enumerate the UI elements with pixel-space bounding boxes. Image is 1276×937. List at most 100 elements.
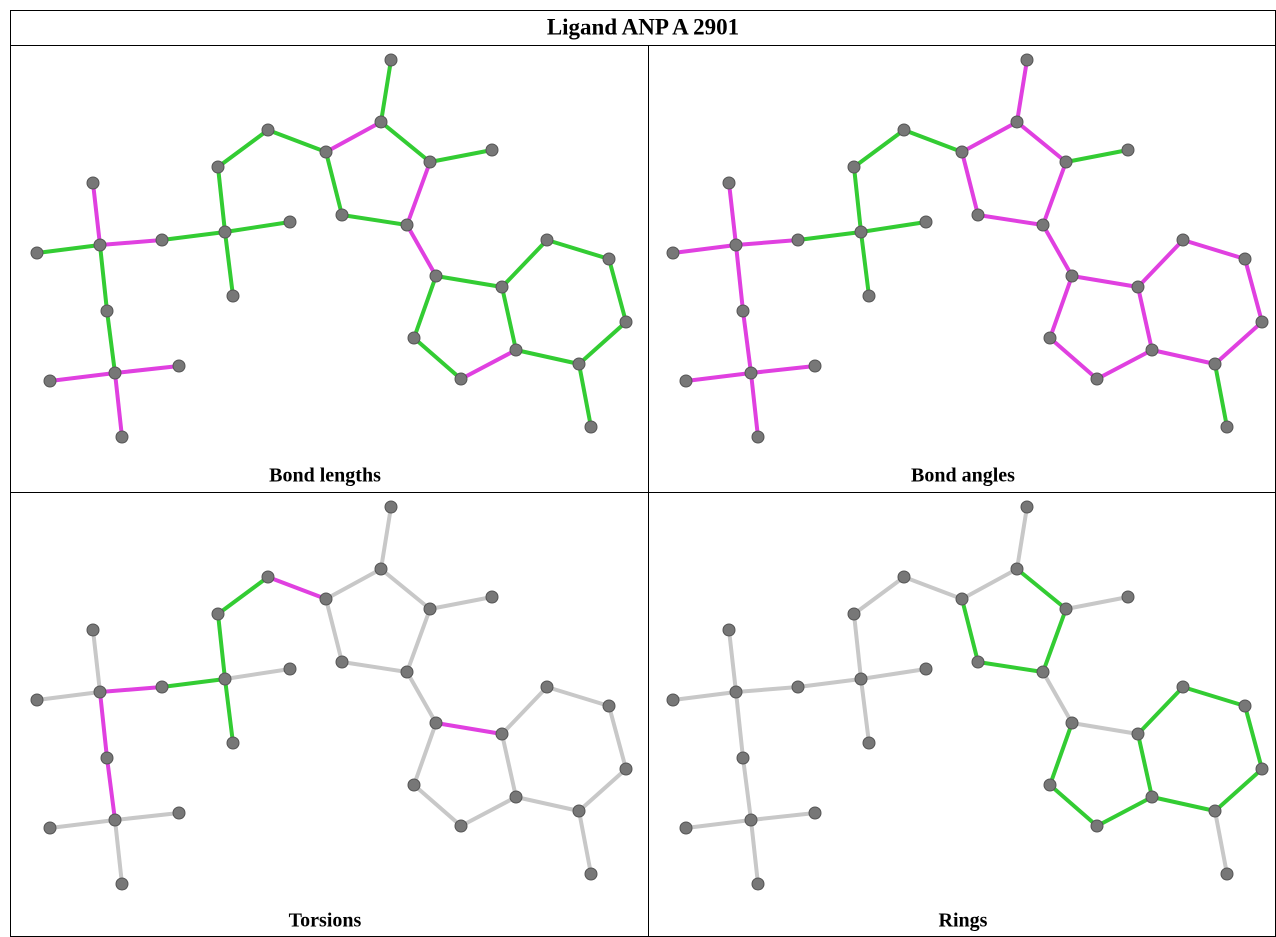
atom [752,878,764,890]
bond [1043,609,1066,672]
bond [798,232,861,240]
atom [972,656,984,668]
bond [579,811,591,874]
bond [962,569,1017,599]
atom [1146,791,1158,803]
atom [620,763,632,775]
bond [1215,364,1227,427]
atom [219,226,231,238]
bond [729,183,736,245]
bond [381,122,430,162]
atom [486,144,498,156]
bond [93,183,100,245]
atom [1256,316,1268,328]
atom [730,239,742,251]
bond [407,672,436,723]
atom [375,116,387,128]
atom [723,624,735,636]
atom [320,593,332,605]
atom [1037,219,1049,231]
atom [792,234,804,246]
bond [1245,259,1262,322]
bond [1097,350,1152,379]
atom [920,216,932,228]
atom [855,226,867,238]
atom [1066,717,1078,729]
atom [424,156,436,168]
atom [44,822,56,834]
atom [510,791,522,803]
page: Ligand ANP A 2901 Bond lengths Bond angl… [0,0,1276,937]
atom [1209,805,1221,817]
bond [1072,276,1138,287]
bond [225,679,233,743]
bond [1152,797,1215,811]
bond [751,820,758,884]
bond [962,599,978,662]
bond [1017,569,1066,609]
atom [401,219,413,231]
atom [1177,234,1189,246]
bond [798,679,861,687]
atom [227,290,239,302]
bond [461,797,516,826]
atom [101,752,113,764]
atom [603,700,615,712]
bond [107,758,115,820]
atom [1122,591,1134,603]
atom [262,124,274,136]
bond [407,225,436,276]
bond [268,130,326,152]
atom [920,663,932,675]
atom [1146,344,1158,356]
bond [861,679,869,743]
bond [1152,350,1215,364]
bond [414,338,461,379]
atom [1132,281,1144,293]
bond [516,350,579,364]
bond [115,366,179,373]
bond [736,687,798,692]
bond [162,679,225,687]
atom [31,694,43,706]
atom [284,216,296,228]
bond [1050,723,1072,785]
bond [854,614,861,679]
bond [1097,797,1152,826]
bond [854,167,861,232]
atom [455,373,467,385]
bond [962,122,1017,152]
bond [854,130,904,167]
bond [579,769,626,811]
bond [342,662,407,672]
atom [1256,763,1268,775]
atom [156,681,168,693]
atom [385,501,397,513]
atom [1011,116,1023,128]
atom [1177,681,1189,693]
bond [461,350,516,379]
bond [1050,338,1097,379]
bond [218,614,225,679]
atom [109,367,121,379]
bond [1017,507,1027,569]
bond [37,245,100,253]
bond [100,687,162,692]
bond [326,599,342,662]
bond [50,373,115,381]
atom [680,822,692,834]
bond [736,240,798,245]
bond [430,150,492,162]
bond [579,322,626,364]
bond [37,692,100,700]
bond [673,245,736,253]
atom [510,344,522,356]
bond [1183,240,1245,259]
atom [848,161,860,173]
bond [962,152,978,215]
bond [1017,122,1066,162]
atom [898,124,910,136]
atom [156,234,168,246]
atom [745,367,757,379]
bond [430,597,492,609]
